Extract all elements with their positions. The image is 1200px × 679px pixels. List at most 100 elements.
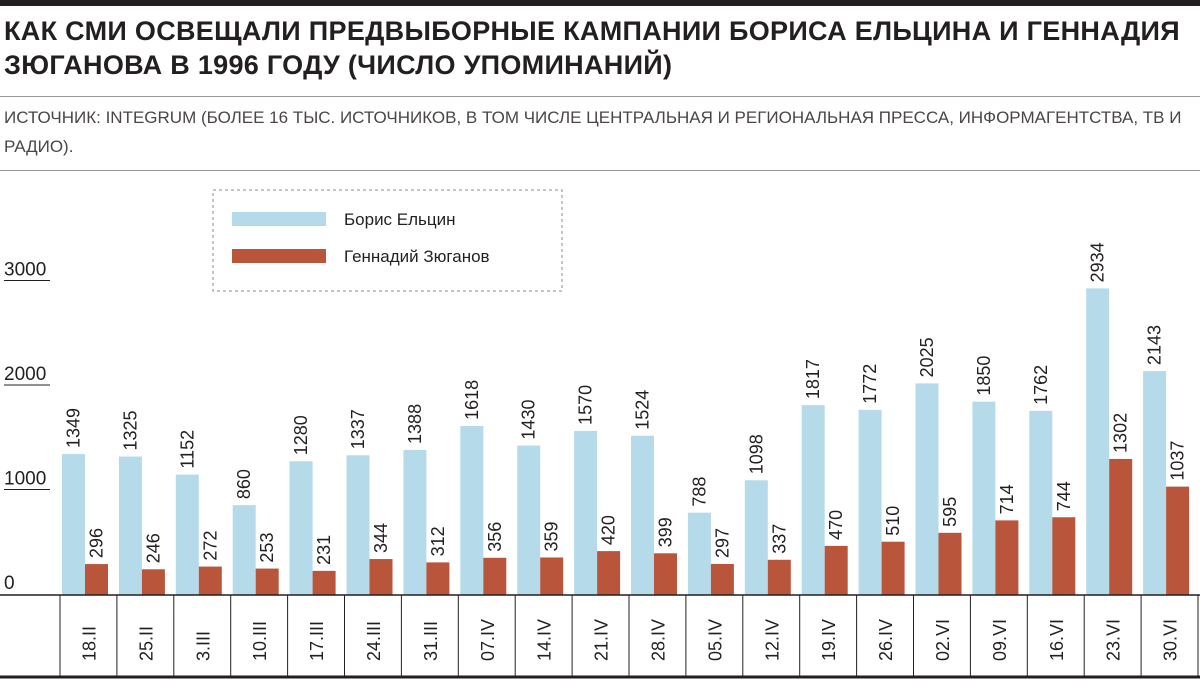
value-label-yeltsin: 1850 <box>974 356 994 396</box>
x-tick-label: 07.IV <box>478 619 498 661</box>
bar-zyuganov <box>198 566 222 595</box>
y-tick-label: 1000 <box>4 469 46 490</box>
x-tick-label: 02.VI <box>933 619 953 661</box>
x-tick-label: 3.III <box>193 631 213 661</box>
x-tick-label: 09.VI <box>990 619 1010 661</box>
bar-zyuganov <box>85 564 108 595</box>
bar-yeltsin <box>1143 371 1167 595</box>
value-label-zyuganov: 470 <box>826 510 846 540</box>
bar-yeltsin <box>801 405 825 595</box>
bar-yeltsin <box>1086 288 1110 595</box>
x-tick-label: 24.III <box>364 621 384 661</box>
bar-zyuganov <box>824 545 848 595</box>
value-label-yeltsin: 1524 <box>633 390 653 430</box>
legend: Борис Ельцин Геннадий Зюганов <box>212 189 563 292</box>
value-label-yeltsin: 1280 <box>291 415 311 455</box>
bar-zyuganov <box>483 557 507 595</box>
bar-yeltsin <box>118 456 142 595</box>
x-tick-label: 28.IV <box>648 619 668 661</box>
bar-zyuganov <box>369 559 393 595</box>
bar-zyuganov <box>141 569 165 595</box>
bar-zyuganov <box>767 559 791 595</box>
bar-zyuganov <box>710 563 734 595</box>
chart-source-note: Источник: Integrum (более 16 тыс. источн… <box>4 108 1182 156</box>
value-label-yeltsin: 1098 <box>746 434 766 474</box>
bar-zyuganov <box>312 570 336 595</box>
value-label-zyuganov: 272 <box>200 531 220 561</box>
value-label-yeltsin: 788 <box>689 477 709 507</box>
value-label-zyuganov: 595 <box>940 497 960 527</box>
bar-yeltsin <box>972 401 996 595</box>
x-tick-label: 23.VI <box>1104 619 1124 661</box>
value-label-yeltsin: 2025 <box>917 337 937 377</box>
value-label-yeltsin: 2143 <box>1145 325 1165 365</box>
value-label-zyuganov: 344 <box>371 523 391 553</box>
bar-zyuganov <box>654 553 677 595</box>
legend-label-zyuganov: Геннадий Зюганов <box>344 247 490 266</box>
value-label-zyuganov: 420 <box>599 515 619 545</box>
bar-zyuganov <box>938 532 962 595</box>
bar-yeltsin <box>62 454 85 595</box>
bar-yeltsin <box>403 449 427 595</box>
bar-yeltsin <box>517 445 541 595</box>
bar-yeltsin <box>574 430 598 595</box>
bar-zyuganov <box>1166 486 1190 595</box>
x-tick-label: 10.III <box>250 621 270 661</box>
top-rule <box>0 0 1200 6</box>
x-tick-label: 31.III <box>421 621 441 661</box>
value-label-zyuganov: 1302 <box>1111 413 1131 453</box>
x-tick-label: 25.II <box>136 626 156 661</box>
value-label-yeltsin: 1570 <box>576 385 596 425</box>
bar-yeltsin <box>346 455 370 595</box>
chart-title: Как СМИ освещали предвыборные кампании Б… <box>4 16 1180 80</box>
y-tick-label: 3000 <box>4 260 46 281</box>
x-tick-label: 05.IV <box>705 619 725 661</box>
value-label-zyuganov: 253 <box>257 533 277 563</box>
x-axis: 18.II 25.II 3.III 10.III 17.III 24.III 31.III 0… <box>0 594 1200 679</box>
x-tick-label: 19.IV <box>819 619 839 661</box>
bar-yeltsin <box>175 474 199 595</box>
value-label-yeltsin: 2934 <box>1088 242 1108 282</box>
y-axis: 0 1000 2000 3000 <box>4 260 50 594</box>
value-label-yeltsin: 860 <box>234 469 254 499</box>
bar-yeltsin <box>858 409 882 595</box>
bar-yeltsin <box>1029 410 1053 595</box>
bars: 1349 296 1325 246 1152 272 860 253 1280 231 1337 34… <box>62 242 1190 595</box>
bar-zyuganov <box>1109 458 1133 595</box>
x-tick-label: 21.IV <box>592 619 612 661</box>
value-label-yeltsin: 1388 <box>405 404 425 444</box>
legend-swatch-yeltsin <box>232 212 326 226</box>
bar-yeltsin <box>687 512 711 595</box>
value-label-yeltsin: 1762 <box>1031 365 1051 405</box>
x-tick-label: 12.IV <box>762 619 782 661</box>
bar-zyuganov <box>995 520 1019 595</box>
value-label-yeltsin: 1152 <box>177 430 197 469</box>
value-label-zyuganov: 246 <box>143 533 163 563</box>
value-label-zyuganov: 312 <box>428 526 448 556</box>
value-label-yeltsin: 1349 <box>64 408 84 448</box>
value-label-zyuganov: 714 <box>997 484 1017 514</box>
bar-zyuganov <box>540 557 564 595</box>
value-label-zyuganov: 356 <box>485 522 505 552</box>
x-tick-label: 16.VI <box>1047 619 1067 661</box>
value-label-yeltsin: 1817 <box>803 359 823 399</box>
value-label-yeltsin: 1772 <box>860 364 880 404</box>
source-divider <box>0 170 1200 171</box>
value-label-zyuganov: 510 <box>883 506 903 536</box>
value-label-zyuganov: 296 <box>87 528 107 558</box>
value-label-yeltsin: 1337 <box>348 409 368 449</box>
bar-yeltsin <box>915 383 939 595</box>
legend-box <box>212 189 563 292</box>
value-label-zyuganov: 337 <box>769 524 789 554</box>
bar-yeltsin <box>232 505 256 595</box>
bar-zyuganov <box>255 568 279 595</box>
x-tick-label: 26.IV <box>876 619 896 661</box>
value-label-yeltsin: 1325 <box>120 410 140 450</box>
bar-yeltsin <box>744 480 768 595</box>
value-label-zyuganov: 399 <box>656 517 676 547</box>
value-label-zyuganov: 297 <box>712 528 732 558</box>
bar-zyuganov <box>597 551 621 595</box>
y-tick-label: 2000 <box>4 364 46 385</box>
x-tick-label: 30.VI <box>1161 619 1181 661</box>
